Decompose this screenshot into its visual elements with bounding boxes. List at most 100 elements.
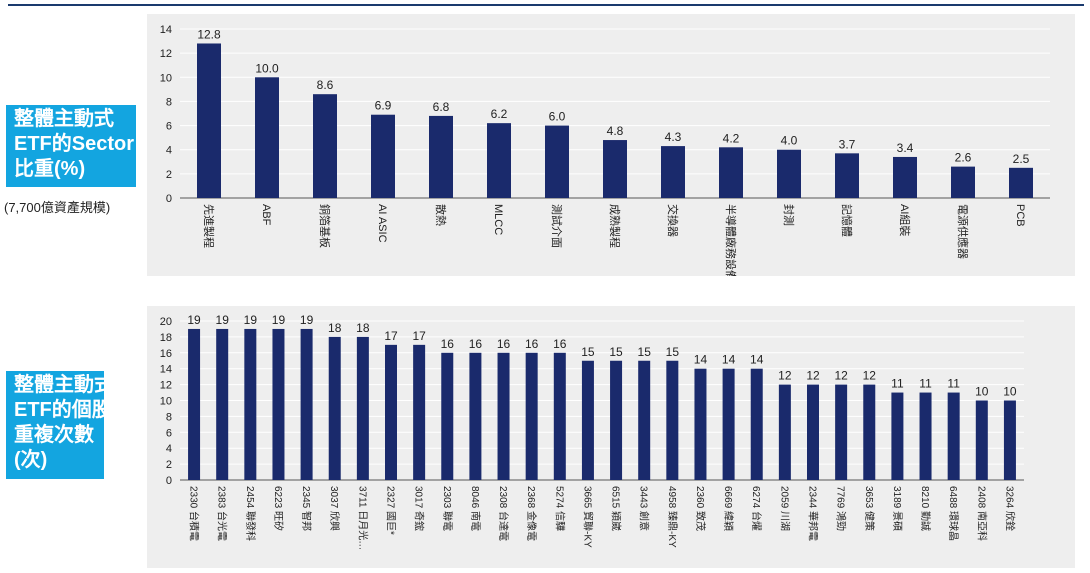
chart2-category-label: 3189 景碩: [891, 486, 903, 531]
chart2-ytick-label: 8: [166, 411, 172, 423]
chart2-value-label: 19: [216, 313, 230, 327]
chart2-category-label: 5274 信驊: [553, 486, 565, 531]
chart1-svg: 0 2 4 6 8 10 12 14 12.8 先進製程 10.0 ABF 8.6 銅箔基板 6.9 AI A…: [160, 24, 1050, 281]
chart2-bar: [750, 368, 763, 480]
chart1-bar: [313, 94, 337, 198]
chart1-ytick-label: 2: [166, 169, 172, 181]
chart2-category-label: 2454 聯發科: [244, 486, 257, 541]
chart2-bar: [581, 360, 594, 480]
chart1-category-label: 交換器: [666, 204, 680, 237]
chart1-bar: [893, 156, 917, 198]
chart2-bar: [385, 344, 397, 480]
chart1-ytick-label: 14: [160, 24, 172, 36]
chart2-bar: [666, 360, 679, 480]
chart2-value-label: 19: [272, 313, 286, 327]
chart1-category-label: 測試介面: [550, 204, 564, 248]
chart1-category-label: 半導體廠務設備: [724, 204, 738, 276]
chart2-category-label: 6488 環球晶: [947, 486, 960, 541]
chart2-category-label: 6274 台燿: [750, 486, 763, 531]
chart2-value-label: 14: [722, 353, 736, 367]
top-rule: [8, 4, 1084, 6]
chart2-category-label: 2330 台積電: [188, 486, 201, 541]
chart1-ytick-label: 0: [166, 193, 172, 205]
chart2-category-label: 3665 貿聯-KY: [581, 486, 593, 548]
chart2-ytick-label: 12: [160, 380, 172, 392]
chart2-value-label: 16: [553, 337, 567, 351]
chart1-bar: [835, 153, 859, 198]
chart1-value-label: 8.6: [317, 78, 334, 92]
chart2-bar: [638, 360, 651, 480]
chart2-bar: [807, 384, 819, 480]
chart2-value-label: 14: [750, 353, 764, 367]
chart2-category-label: 6515 穎崴: [610, 486, 623, 531]
chart1-value-label: 3.7: [839, 137, 856, 151]
chart2-ytick-label: 2: [166, 459, 172, 471]
chart2-value-label: 10: [1003, 385, 1017, 399]
chart2-category-label: 3264 欣銓: [1003, 486, 1016, 531]
chart2-ytick-label: 14: [160, 364, 172, 376]
chart1-bar: [487, 123, 511, 198]
chart2-value-label: 11: [891, 377, 904, 391]
chart1-value-label: 4.2: [723, 131, 740, 145]
chart2-panel: 0 2 4 6 8 10 12 14 16 18 20 19 2330 台積電 19 2383 台光電 19 2…: [147, 306, 1075, 568]
chart2-side-line-2: ETF的個股: [14, 399, 112, 421]
chart2-bar: [610, 360, 623, 480]
chart2-value-label: 11: [947, 377, 960, 391]
chart2-value-label: 15: [609, 345, 623, 359]
chart1-value-label: 12.8: [197, 27, 221, 41]
chart2-bar: [947, 392, 960, 480]
chart2-category-label: 3037 欣興: [328, 486, 341, 531]
chart1-category-label: 封測: [782, 204, 796, 226]
chart2-category-label: 8046 南電: [469, 486, 482, 531]
chart2-bar: [863, 384, 876, 480]
chart2-value-label: 18: [356, 321, 370, 335]
chart2-value-label: 12: [806, 369, 820, 383]
chart1-ytick-label: 4: [166, 145, 172, 157]
chart2-value-label: 19: [187, 313, 201, 327]
chart1-value-label: 4.8: [607, 124, 624, 138]
chart1-value-label: 2.5: [1013, 152, 1030, 166]
chart1-ytick-label: 10: [160, 72, 172, 84]
chart1-value-label: 2.6: [955, 151, 972, 165]
chart2-category-label: 3653 健策: [863, 486, 876, 531]
chart2-bar: [919, 392, 932, 480]
chart2-bar: [694, 368, 707, 480]
chart2-category-label: 3017 奇鋐: [413, 486, 426, 531]
chart2-bar: [497, 352, 510, 480]
chart2-value-label: 19: [300, 313, 314, 327]
chart1-category-label: MLCC: [492, 204, 504, 235]
chart1-value-label: 3.4: [897, 141, 914, 155]
chart2-bar: [244, 328, 257, 480]
chart2-value-label: 16: [497, 337, 511, 351]
chart2-bar: [1003, 400, 1016, 480]
chart2-category-label: 3711 日月光…: [356, 486, 369, 550]
chart1-side-line-3: 比重(%): [14, 158, 86, 180]
chart1-category-label: 電源供應器: [956, 204, 970, 259]
chart2-side-line-3: 重複次數: [14, 424, 94, 446]
chart2-value-label: 11: [919, 377, 932, 391]
chart2-value-label: 16: [441, 337, 455, 351]
chart2-side-line-4: (次): [14, 449, 48, 471]
chart2-bar: [441, 352, 454, 480]
chart1-ytick-label: 6: [166, 121, 172, 133]
chart1-category-label: 銅箔基板: [318, 204, 332, 248]
chart2-ytick-label: 6: [166, 427, 172, 439]
chart1-bar: [197, 43, 221, 198]
chart2-value-label: 10: [975, 385, 989, 399]
chart2-value-label: 19: [244, 313, 258, 327]
chart1-bar: [1009, 167, 1033, 198]
chart2-bar: [300, 328, 313, 480]
chart2-bar: [188, 328, 201, 480]
chart2-value-label: 17: [412, 329, 426, 343]
chart1-side-label: 整體主動式 ETF的Sector 比重(%): [6, 105, 136, 187]
chart2-category-label: 6669 緯穎: [722, 486, 735, 531]
chart2-value-label: 16: [525, 337, 539, 351]
chart2-value-label: 12: [834, 369, 848, 383]
chart1-value-label: 6.0: [549, 110, 566, 124]
chart2-value-label: 15: [666, 345, 680, 359]
chart2-bar: [835, 384, 848, 480]
chart2-category-label: 3443 創意: [638, 486, 651, 531]
chart1-value-label: 6.9: [375, 99, 392, 113]
chart2-value-label: 12: [863, 369, 877, 383]
chart2-category-label: 2383 台光電: [216, 486, 229, 541]
